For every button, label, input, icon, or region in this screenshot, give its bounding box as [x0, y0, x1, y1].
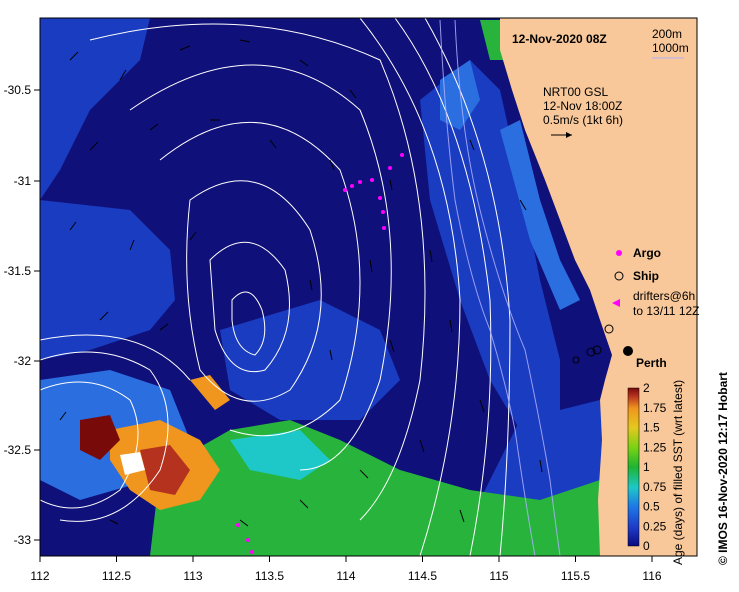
perth-marker: [623, 346, 633, 356]
ocean-patch-shelf: [420, 60, 560, 430]
argo-legend-icon: [616, 250, 622, 256]
colorbar-tick-label: 1: [643, 460, 650, 474]
y-tick-label: -30.5: [4, 83, 32, 97]
land-western-australia: [500, 18, 697, 556]
colorbar-ticks: 0 0.25 0.5 0.75 1 1.25 1.5 1.75 2: [643, 381, 667, 553]
x-tick-label: 113.5: [255, 569, 284, 583]
y-tick-label: -33: [14, 533, 32, 547]
scale-arrow-head: [566, 132, 572, 138]
ocean-patch-w: [40, 200, 175, 360]
y-tick-label: -31.5: [4, 264, 32, 278]
x-axis-ticks: 112 112.5 113 113.5 114 114.5 115 115.5 116: [30, 556, 662, 583]
depth-label-200m: 200m: [652, 27, 682, 41]
dark-red-patch: [80, 415, 120, 460]
y-tick-label: -31: [14, 174, 32, 188]
ship-legend-label: Ship: [633, 269, 659, 283]
colorbar-tick-label: 0.5: [643, 500, 660, 514]
x-tick-label: 112.5: [102, 569, 131, 583]
map-field: [40, 18, 697, 556]
current-time-label: 12-Nov 18:00Z: [543, 99, 622, 113]
x-tick-label: 114.5: [408, 569, 437, 583]
current-vectors: [59, 39, 543, 527]
green-region-north: [480, 20, 505, 60]
sea-level-contours: [40, 18, 511, 556]
colorbar-title: Age (days) of filled SST (wrt latest): [671, 380, 685, 565]
colorbar-tick-label: 0: [643, 539, 650, 553]
orange-patch-small: [190, 375, 230, 410]
colorbar-tick-label: 1.5: [643, 421, 660, 435]
colorbar-tick-label: 0.75: [643, 480, 667, 494]
plot-frame: [39, 17, 698, 557]
colorbar-tick-label: 1.75: [643, 401, 667, 415]
credit-label: © IMOS 16-Nov-2020 12:17 Hobart: [716, 372, 730, 565]
depth-label-1000m: 1000m: [652, 41, 689, 55]
y-axis-ticks: -30.5 -31 -31.5 -32 -32.5 -33: [4, 83, 40, 547]
colorbar: [627, 387, 640, 547]
ocean-patch-north-light: [440, 60, 480, 130]
red-patch: [140, 445, 190, 495]
ocean-patch-nw: [40, 18, 150, 200]
ship-legend-icon: [614, 271, 624, 281]
x-tick-label: 115.5: [561, 569, 590, 583]
map-date-title: 12-Nov-2020 08Z: [512, 32, 607, 46]
coastal-light-blue: [500, 120, 580, 310]
ship-tracks: [572, 324, 614, 364]
cyan-patch: [230, 430, 330, 480]
x-tick-label: 114: [336, 569, 355, 583]
argo-legend-label: Argo: [633, 246, 661, 260]
drifters-legend-line1: drifters@6h: [633, 289, 695, 303]
colorbar-tick-label: 1.25: [643, 440, 667, 454]
current-model-label: NRT00 GSL: [543, 85, 608, 99]
isobaths: [439, 19, 561, 556]
x-tick-label: 113: [183, 569, 202, 583]
x-tick-label: 115: [489, 569, 508, 583]
y-tick-label: -32: [14, 354, 32, 368]
x-tick-label: 116: [642, 569, 661, 583]
drifter-legend-icon: [612, 299, 620, 307]
colorbar-tick-label: 2: [643, 381, 650, 395]
current-scale-label: 0.5m/s (1kt 6h): [543, 113, 623, 127]
drifter-tracks: [236, 153, 404, 554]
y-tick-label: -32.5: [4, 443, 32, 457]
perth-label: Perth: [636, 356, 667, 370]
drifters-legend-line2: to 13/11 12Z: [633, 304, 700, 318]
colorbar-tick-label: 0.25: [643, 519, 667, 533]
x-tick-label: 112: [30, 569, 49, 583]
